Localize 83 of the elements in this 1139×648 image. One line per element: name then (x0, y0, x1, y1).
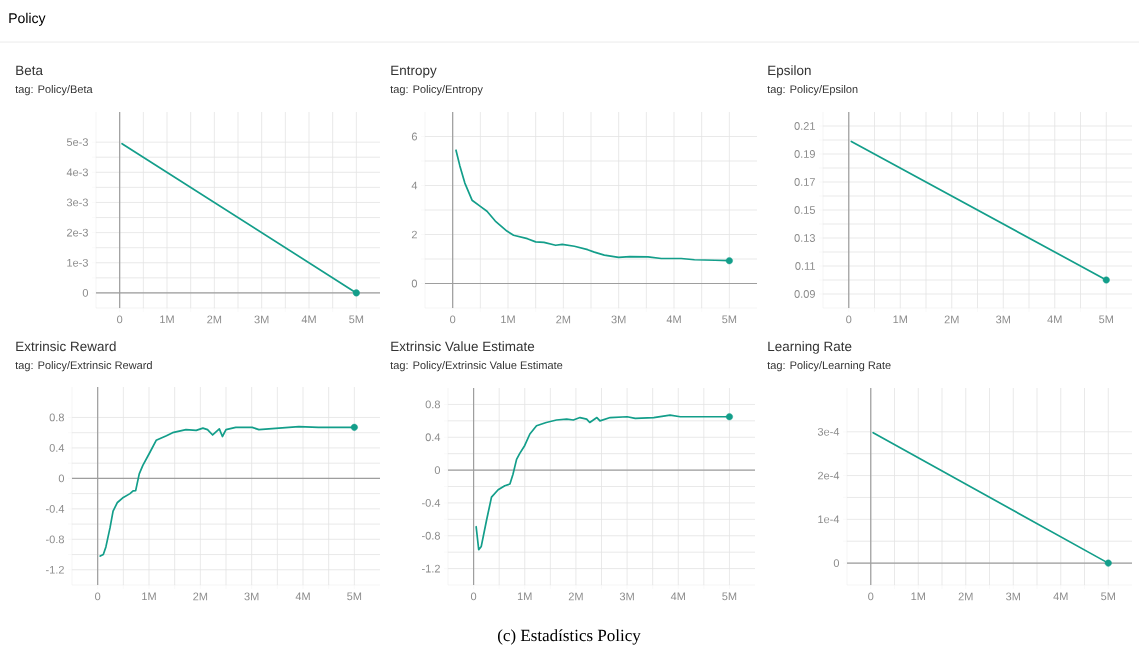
chart-subtitle: tag: Policy/Extrinsic Reward (15, 361, 152, 372)
chart-subtitle: tag: Policy/Learning Rate (767, 361, 891, 372)
chart-subtitle: tag: Policy/Epsilon (767, 85, 858, 96)
x-tick-label: 0 (117, 315, 123, 324)
x-tick-label: 0 (470, 592, 477, 601)
x-tick-label: 3M (611, 315, 626, 324)
x-tick-label: 5M (1101, 592, 1115, 601)
y-tick-label: 0.8 (425, 400, 440, 409)
y-tick-label: -0.8 (46, 535, 64, 544)
x-tick-label: 2M (958, 592, 973, 601)
x-tick-label: 1M (911, 592, 925, 601)
chart-title: Entropy (391, 65, 437, 78)
y-tick-label: -1.2 (46, 565, 64, 574)
y-tick-label: 0.21 (794, 122, 815, 130)
chart-subtitle: tag: Policy/Entropy (390, 85, 483, 96)
x-tick-label: 0 (846, 315, 852, 324)
y-tick-label: 0.11 (795, 262, 815, 270)
y-tick-label: 0 (82, 289, 89, 297)
y-tick-label: 3e-4 (817, 427, 840, 436)
chart-title: Extrinsic Reward (16, 341, 116, 352)
y-tick-label: 0 (58, 474, 65, 483)
y-tick-label: 0 (411, 279, 418, 288)
y-tick-label: 0.4 (425, 433, 441, 442)
y-tick-label: 0.09 (794, 290, 815, 298)
x-tick-label: 4M (666, 315, 681, 324)
x-tick-label: 3M (254, 315, 269, 324)
x-tick-label: 0 (868, 592, 874, 601)
x-tick-label: 4M (1047, 315, 1062, 324)
x-tick-label: 5M (722, 592, 737, 601)
y-tick-label: 3e-3 (66, 198, 88, 207)
text: Policy (9, 12, 46, 26)
y-tick-label: 0 (434, 466, 441, 474)
x-tick-label: 5M (1099, 315, 1113, 324)
x-tick-label: 5M (347, 592, 362, 601)
x-tick-label: 4M (295, 592, 310, 601)
x-tick-label: 2M (556, 315, 571, 324)
y-tick-label: 0.17 (794, 178, 815, 186)
x-tick-label: 2M (568, 592, 583, 601)
y-tick-label: -0.4 (46, 504, 65, 513)
y-tick-label: 0 (833, 559, 840, 568)
x-tick-label: 4M (1053, 592, 1068, 601)
chart-title: Extrinsic Value Estimate (391, 341, 535, 352)
y-tick-label: 6 (411, 132, 417, 141)
x-tick-label: 2M (193, 592, 208, 601)
chart-subtitle: tag: Policy/Extrinsic Value Estimate (390, 361, 563, 372)
y-tick-label: 0.19 (794, 150, 815, 158)
x-tick-label: 3M (619, 592, 634, 601)
y-tick-label: 4e-3 (66, 168, 88, 177)
x-tick-label: 5M (722, 315, 737, 324)
y-tick-label: 1e-4 (818, 515, 840, 524)
chart-title: Beta (16, 65, 43, 76)
x-tick-label: 2M (207, 315, 222, 324)
y-tick-label: -1.2 (422, 564, 440, 573)
x-tick-label: 3M (1006, 592, 1020, 601)
chart-subtitle: tag: Policy/Beta (15, 85, 93, 96)
y-tick-label: -0.8 (422, 531, 440, 540)
x-tick-label: 0 (450, 315, 456, 324)
y-tick-label: 4 (411, 181, 418, 190)
chart-title: Epsilon (768, 65, 811, 78)
chart-title: Learning Rate (768, 341, 852, 354)
y-tick-label: 0.8 (49, 413, 64, 422)
x-tick-label: 1M (517, 592, 532, 601)
x-tick-label: 4M (670, 592, 685, 601)
x-tick-label: 4M (301, 315, 316, 324)
x-tick-label: 0 (95, 592, 101, 601)
y-tick-label: 2e-3 (67, 228, 88, 237)
x-tick-label: 1M (142, 592, 156, 601)
x-tick-label: 5M (349, 315, 364, 324)
x-tick-label: 2M (944, 315, 959, 324)
y-tick-label: 2e-4 (818, 471, 840, 480)
y-tick-label: 2 (411, 230, 417, 239)
x-tick-label: 1M (160, 315, 174, 324)
y-tick-label: -0.4 (422, 499, 441, 507)
x-tick-label: 1M (893, 315, 907, 324)
y-tick-label: 0.15 (794, 206, 816, 214)
y-tick-label: 0.13 (794, 234, 815, 242)
y-tick-label: 0.4 (49, 444, 65, 452)
text: (c) Estadístics Policy (498, 629, 641, 645)
y-tick-label: 1e-3 (67, 258, 88, 267)
y-tick-label: 5e-3 (66, 138, 88, 147)
x-tick-label: 1M (501, 315, 515, 324)
x-tick-label: 3M (996, 315, 1010, 324)
x-tick-label: 3M (244, 592, 259, 601)
